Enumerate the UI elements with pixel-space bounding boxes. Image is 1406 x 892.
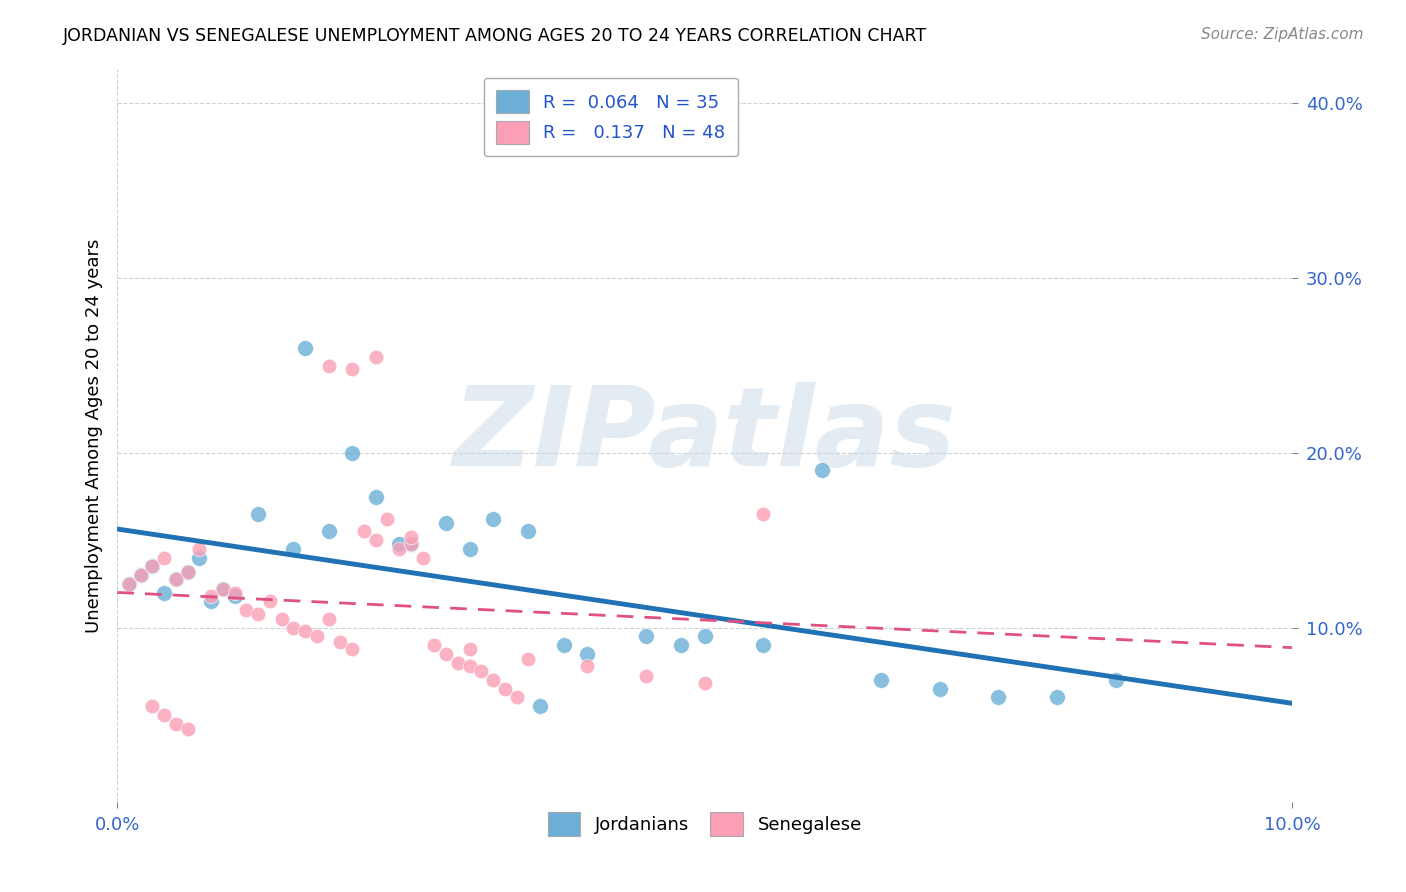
Point bbox=[283, 541, 305, 556]
Point bbox=[1105, 673, 1128, 687]
Point bbox=[364, 533, 387, 548]
Point bbox=[283, 621, 305, 635]
Point bbox=[224, 589, 246, 603]
Point bbox=[693, 629, 716, 643]
Point bbox=[412, 550, 434, 565]
Point bbox=[294, 624, 316, 638]
Point bbox=[364, 490, 387, 504]
Point bbox=[576, 659, 599, 673]
Point bbox=[141, 559, 163, 574]
Point bbox=[458, 641, 481, 656]
Point bbox=[118, 577, 141, 591]
Point bbox=[377, 512, 399, 526]
Point bbox=[153, 585, 176, 599]
Text: ZIPatlas: ZIPatlas bbox=[453, 382, 956, 489]
Point bbox=[340, 362, 363, 376]
Point bbox=[235, 603, 257, 617]
Y-axis label: Unemployment Among Ages 20 to 24 years: Unemployment Among Ages 20 to 24 years bbox=[86, 238, 103, 632]
Text: JORDANIAN VS SENEGALESE UNEMPLOYMENT AMONG AGES 20 TO 24 YEARS CORRELATION CHART: JORDANIAN VS SENEGALESE UNEMPLOYMENT AMO… bbox=[63, 27, 928, 45]
Text: Source: ZipAtlas.com: Source: ZipAtlas.com bbox=[1201, 27, 1364, 42]
Legend: Jordanians, Senegalese: Jordanians, Senegalese bbox=[538, 804, 870, 845]
Point bbox=[553, 638, 575, 652]
Point bbox=[423, 638, 446, 652]
Point bbox=[165, 572, 187, 586]
Point bbox=[118, 577, 141, 591]
Point bbox=[576, 647, 599, 661]
Point bbox=[447, 656, 470, 670]
Point bbox=[458, 541, 481, 556]
Point bbox=[200, 594, 222, 608]
Point bbox=[141, 699, 163, 714]
Point bbox=[318, 524, 340, 539]
Point bbox=[247, 607, 270, 621]
Point bbox=[399, 537, 422, 551]
Point bbox=[505, 690, 527, 705]
Point bbox=[305, 629, 328, 643]
Point bbox=[340, 641, 363, 656]
Point bbox=[482, 673, 505, 687]
Point bbox=[259, 594, 281, 608]
Point bbox=[188, 541, 211, 556]
Point bbox=[212, 582, 235, 596]
Point bbox=[129, 568, 152, 582]
Point bbox=[470, 665, 492, 679]
Point bbox=[669, 638, 692, 652]
Point bbox=[752, 638, 775, 652]
Point bbox=[928, 681, 950, 696]
Point bbox=[870, 673, 893, 687]
Point bbox=[458, 659, 481, 673]
Point bbox=[188, 550, 211, 565]
Point bbox=[634, 669, 657, 683]
Point bbox=[318, 359, 340, 373]
Point bbox=[224, 585, 246, 599]
Point bbox=[318, 612, 340, 626]
Point bbox=[482, 512, 505, 526]
Point bbox=[693, 676, 716, 690]
Point bbox=[176, 722, 198, 736]
Point bbox=[165, 572, 187, 586]
Point bbox=[517, 652, 540, 666]
Point bbox=[141, 559, 163, 574]
Point bbox=[987, 690, 1010, 705]
Point bbox=[294, 341, 316, 355]
Point bbox=[399, 530, 422, 544]
Point bbox=[165, 716, 187, 731]
Point bbox=[388, 537, 411, 551]
Point bbox=[176, 565, 198, 579]
Point bbox=[212, 582, 235, 596]
Point bbox=[752, 507, 775, 521]
Point bbox=[811, 463, 834, 477]
Point bbox=[270, 612, 292, 626]
Point bbox=[200, 589, 222, 603]
Point bbox=[1046, 690, 1069, 705]
Point bbox=[434, 516, 457, 530]
Point bbox=[153, 707, 176, 722]
Point bbox=[364, 350, 387, 364]
Point bbox=[129, 568, 152, 582]
Point bbox=[517, 524, 540, 539]
Point bbox=[388, 541, 411, 556]
Point bbox=[529, 699, 551, 714]
Point bbox=[434, 647, 457, 661]
Point bbox=[353, 524, 375, 539]
Point bbox=[399, 537, 422, 551]
Point bbox=[634, 629, 657, 643]
Point bbox=[247, 507, 270, 521]
Point bbox=[494, 681, 516, 696]
Point bbox=[340, 446, 363, 460]
Point bbox=[176, 565, 198, 579]
Point bbox=[329, 634, 352, 648]
Point bbox=[153, 550, 176, 565]
